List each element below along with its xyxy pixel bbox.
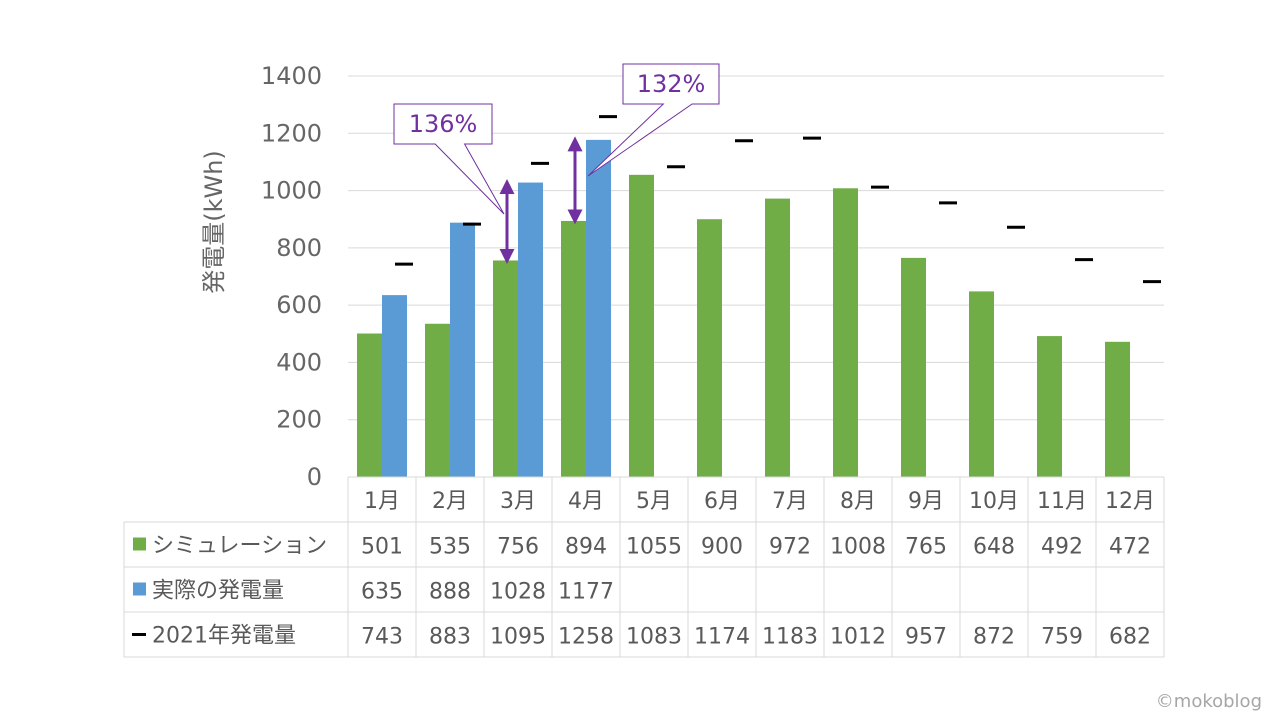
- y-tick-label: 200: [276, 406, 322, 434]
- table-cell: 1055: [626, 535, 682, 560]
- category-label: 11月: [1037, 489, 1087, 514]
- category-label: 12月: [1105, 489, 1155, 514]
- table-cell: 501: [361, 535, 403, 560]
- bar-actual: [382, 295, 407, 477]
- marker-series: [395, 115, 1161, 284]
- bar-series: [357, 139, 1130, 477]
- table-cell: 1174: [694, 625, 750, 650]
- category-label: 10月: [969, 489, 1019, 514]
- bar-actual: [450, 222, 475, 477]
- bar-simulation: [425, 323, 450, 477]
- bar-simulation: [1037, 336, 1062, 477]
- table-cell: 535: [429, 535, 471, 560]
- series-label: 実際の発電量: [152, 579, 284, 604]
- callout-box: [587, 63, 720, 177]
- table-cell: 1258: [558, 625, 614, 650]
- bar-simulation: [697, 219, 722, 477]
- bar-simulation: [833, 188, 858, 477]
- bar-simulation: [493, 260, 518, 477]
- y-tick-label: 1200: [261, 119, 322, 147]
- category-label: 6月: [704, 489, 740, 514]
- series-label: 2021年発電量: [152, 624, 296, 649]
- legend-key: [133, 582, 146, 596]
- table-cell: 472: [1109, 535, 1151, 560]
- table-cell: 648: [973, 535, 1015, 560]
- category-label: 2月: [432, 489, 468, 514]
- y-tick-label: 0: [307, 463, 322, 491]
- y-tick-label: 400: [276, 348, 322, 376]
- y-tick-label: 1000: [261, 177, 322, 205]
- category-label: 4月: [568, 489, 604, 514]
- bar-simulation: [901, 257, 926, 477]
- category-label: 5月: [636, 489, 672, 514]
- legend-key: [133, 537, 146, 551]
- callout-label: 132%: [637, 70, 706, 98]
- table-cell: 492: [1041, 535, 1083, 560]
- y-axis-label: 発電量(kWh): [200, 150, 228, 294]
- table-cell: 682: [1109, 625, 1151, 650]
- table-cell: 894: [565, 535, 607, 560]
- table-cell: 888: [429, 580, 471, 605]
- table-cell: 635: [361, 580, 403, 605]
- bar-simulation: [629, 174, 654, 477]
- table-cell: 765: [905, 535, 947, 560]
- category-label: 7月: [772, 489, 808, 514]
- y-tick-label: 800: [276, 234, 322, 262]
- y-tick-label: 600: [276, 291, 322, 319]
- table-cell: 1028: [490, 580, 546, 605]
- callout-box: [393, 103, 505, 215]
- category-label: 9月: [908, 489, 944, 514]
- bar-simulation: [1105, 341, 1130, 477]
- bar-actual: [518, 182, 543, 477]
- table-cell: 1012: [830, 625, 886, 650]
- bar-actual: [586, 139, 611, 477]
- callout-label: 136%: [409, 110, 478, 138]
- table-cell: 1008: [830, 535, 886, 560]
- table-cell: 1177: [558, 580, 614, 605]
- series-label: シミュレーション: [152, 534, 327, 559]
- bar-simulation: [765, 198, 790, 477]
- table-cell: 759: [1041, 625, 1083, 650]
- table-cell: 872: [973, 625, 1015, 650]
- table-cell: 756: [497, 535, 539, 560]
- table-cell: 957: [905, 625, 947, 650]
- watermark: ©mokoblog: [1155, 691, 1262, 712]
- table-cell: 883: [429, 625, 471, 650]
- category-label: 8月: [840, 489, 876, 514]
- bar-simulation: [969, 291, 994, 477]
- table-cell: 1095: [490, 625, 546, 650]
- table-cell: 972: [769, 535, 811, 560]
- table-cell: 900: [701, 535, 743, 560]
- y-tick-label: 1400: [261, 62, 322, 90]
- bar-simulation: [357, 333, 382, 477]
- category-label: 3月: [500, 489, 536, 514]
- bar-simulation: [561, 220, 586, 477]
- table-cell: 743: [361, 625, 403, 650]
- category-label: 1月: [364, 489, 400, 514]
- y-axis: 0 200 400 600 800 1000 1200 1400: [261, 62, 322, 491]
- table-cell: 1083: [626, 625, 682, 650]
- table-cell: 1183: [762, 625, 818, 650]
- callouts: 136% 132%: [393, 63, 720, 264]
